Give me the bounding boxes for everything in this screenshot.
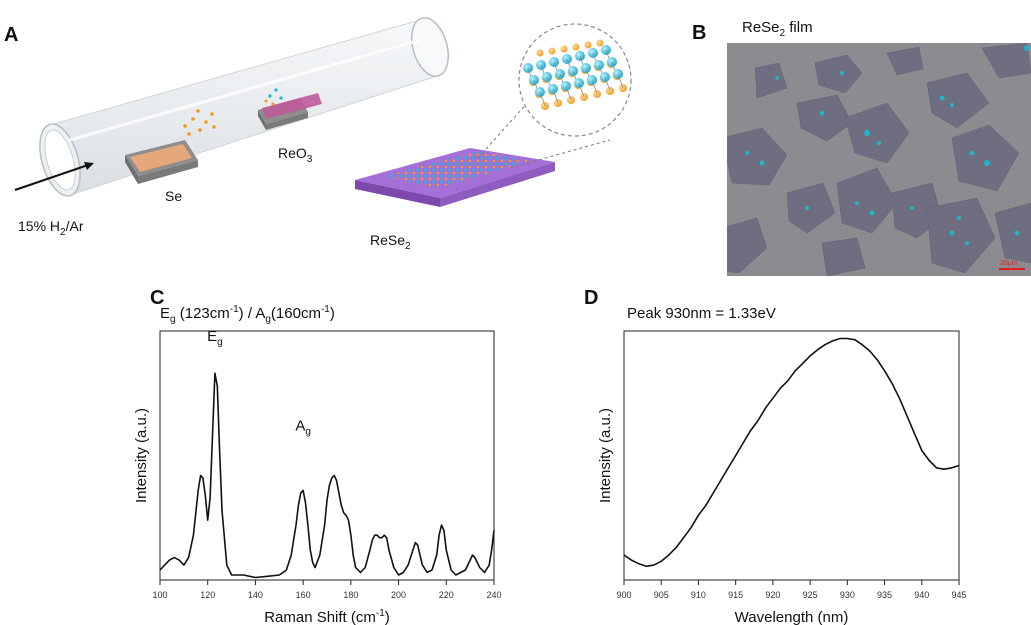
rese2-film-micrograph: 20μm bbox=[727, 43, 1031, 276]
raman-x-axis-label: Raman Shift (cm-1) bbox=[264, 608, 390, 625]
panel-letter-a: A bbox=[4, 24, 19, 46]
pl-x-tick-label: 925 bbox=[803, 590, 818, 600]
raman-x-tick-label: 140 bbox=[248, 590, 263, 600]
raman-x-tick-label: 200 bbox=[391, 590, 406, 600]
rese2-substrate bbox=[355, 148, 555, 207]
raman-peak-annotation-2: Ag bbox=[295, 418, 311, 438]
gas-label: 15% H2/Ar bbox=[18, 218, 84, 238]
pl-x-tick-label: 905 bbox=[654, 590, 669, 600]
panel-letter-d: D bbox=[584, 287, 599, 309]
pl-x-tick-label: 945 bbox=[951, 590, 966, 600]
raman-peak-annotation-1: Eg bbox=[207, 328, 223, 348]
raman-x-tick-label: 180 bbox=[343, 590, 358, 600]
raman-title: Eg (123cm-1) / Ag(160cm-1) bbox=[160, 304, 335, 325]
se-boat bbox=[125, 109, 216, 184]
se-label: Se bbox=[165, 188, 182, 204]
raman-x-tick-label: 240 bbox=[486, 590, 501, 600]
panel-letter-b: B bbox=[692, 22, 707, 44]
synthesis-schematic: 15% H2/Ar Se ReO3 ReSe2 bbox=[14, 17, 632, 252]
scale-bar-label: 20μm bbox=[1000, 260, 1018, 267]
raman-x-tick-label: 100 bbox=[152, 590, 167, 600]
pl-x-tick-label: 910 bbox=[691, 590, 706, 600]
reo3-boat bbox=[258, 88, 322, 130]
raman-x-tick-label: 220 bbox=[439, 590, 454, 600]
pl-x-tick-label: 920 bbox=[765, 590, 780, 600]
raman-y-axis-label: Intensity (a.u.) bbox=[133, 408, 150, 503]
pl-title: Peak 930nm = 1.33eV bbox=[627, 305, 776, 322]
raman-plot-frame bbox=[159, 330, 495, 581]
pl-plot-frame bbox=[623, 330, 960, 581]
reo3-label: ReO3 bbox=[278, 145, 313, 165]
pl-x-tick-label: 915 bbox=[728, 590, 743, 600]
zoom-inset bbox=[477, 23, 632, 169]
pl-x-axis-label: Wavelength (nm) bbox=[735, 609, 849, 625]
pl-x-tick-label: 935 bbox=[877, 590, 892, 600]
raman-spectrum-line bbox=[159, 372, 495, 579]
panel-letter-c: C bbox=[150, 287, 165, 309]
pl-x-tick-label: 900 bbox=[616, 590, 631, 600]
pl-x-tick-label: 940 bbox=[914, 590, 929, 600]
panel-b-title: ReSe2 film bbox=[742, 19, 813, 39]
pl-spectrum-line bbox=[623, 337, 960, 568]
pl-x-tick-label: 930 bbox=[840, 590, 855, 600]
pl-y-axis-label: Intensity (a.u.) bbox=[597, 408, 614, 503]
gas-flow-arrow bbox=[14, 162, 94, 191]
rese2-label: ReSe2 bbox=[370, 232, 411, 252]
raman-x-tick-label: 160 bbox=[296, 590, 311, 600]
raman-x-tick-label: 120 bbox=[200, 590, 215, 600]
